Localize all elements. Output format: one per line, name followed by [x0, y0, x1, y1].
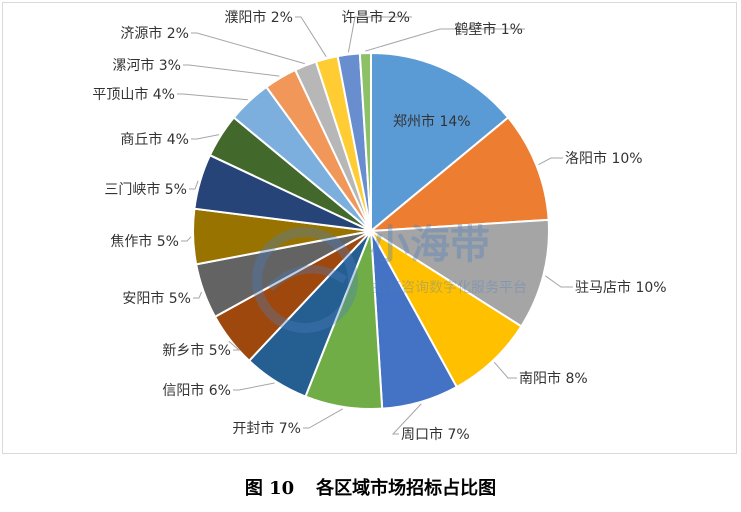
leader-line-10 — [181, 236, 192, 242]
figure-title: 各区域市场招标占比图 — [316, 478, 497, 499]
pie-slice-18 — [358, 51, 372, 232]
slice-label-5: 周口市 7% — [401, 426, 470, 443]
slice-label-15: 济源市 2% — [120, 25, 189, 42]
leader-line-8 — [228, 340, 241, 351]
leader-line-7 — [233, 382, 275, 391]
leader-line-6 — [303, 408, 344, 429]
figure-caption: 图 10 各区域市场招标占比图 — [0, 474, 741, 500]
slice-labels: 郑州市 14% 洛阳市 10% 驻马店市 10% 南阳市 8% 周口市 7% 开封市 7%… — [92, 9, 666, 443]
slice-label-12: 商丘市 4% — [120, 131, 189, 148]
leader-line-2 — [538, 157, 563, 166]
pie-slice-4 — [370, 230, 523, 389]
slice-label-8: 新乡市 5% — [162, 342, 231, 359]
slice-label-11: 三门峡市 5% — [104, 181, 187, 198]
slice-label-13: 平顶山市 4% — [92, 86, 175, 103]
slice-label-3: 驻马店市 10% — [575, 279, 667, 296]
leader-line-13 — [177, 93, 248, 101]
leader-line-12 — [191, 134, 220, 140]
leader-line-17 — [347, 16, 412, 53]
slice-label-9: 安阳市 5% — [122, 290, 191, 307]
pie-chart: 郑州市 14% 洛阳市 10% 驻马店市 10% 南阳市 8% 周口市 7% 开封市 7%… — [92, 9, 666, 443]
slice-label-16: 濮阳市 2% — [224, 9, 293, 26]
pie-slice-2 — [367, 116, 550, 233]
leader-line-4 — [493, 361, 517, 379]
slice-label-18: 鹤壁市 1% — [454, 21, 523, 38]
leader-line-14 — [183, 64, 280, 77]
slice-label-4: 南阳市 8% — [519, 370, 588, 387]
slice-label-2: 洛阳市 10% — [565, 150, 643, 167]
pie-slice-1 — [370, 51, 510, 234]
leader-lines — [177, 16, 573, 435]
slice-label-10: 焦作市 5% — [110, 233, 179, 250]
figure-number: 图 10 — [244, 478, 295, 499]
chart-frame: 郑州市 14% 洛阳市 10% 驻马店市 10% 南阳市 8% 周口市 7% 开封市 7%… — [2, 2, 737, 454]
leader-line-16 — [295, 16, 327, 57]
pie-slices — [192, 51, 550, 410]
pie-slice-3 — [367, 218, 550, 328]
slice-label-6: 开封市 7% — [232, 420, 301, 437]
leader-line-9 — [193, 291, 203, 299]
leader-line-18 — [365, 28, 525, 52]
slice-label-7: 信阳市 6% — [162, 382, 231, 399]
leader-line-15 — [191, 32, 305, 65]
leader-line-11 — [189, 180, 199, 190]
slice-label-14: 漯河市 3% — [112, 57, 181, 74]
slice-label-17: 许昌市 2% — [341, 9, 410, 26]
leader-line-5 — [391, 403, 422, 435]
leader-line-3 — [545, 275, 573, 288]
slice-label-1: 郑州市 14% — [393, 113, 471, 130]
